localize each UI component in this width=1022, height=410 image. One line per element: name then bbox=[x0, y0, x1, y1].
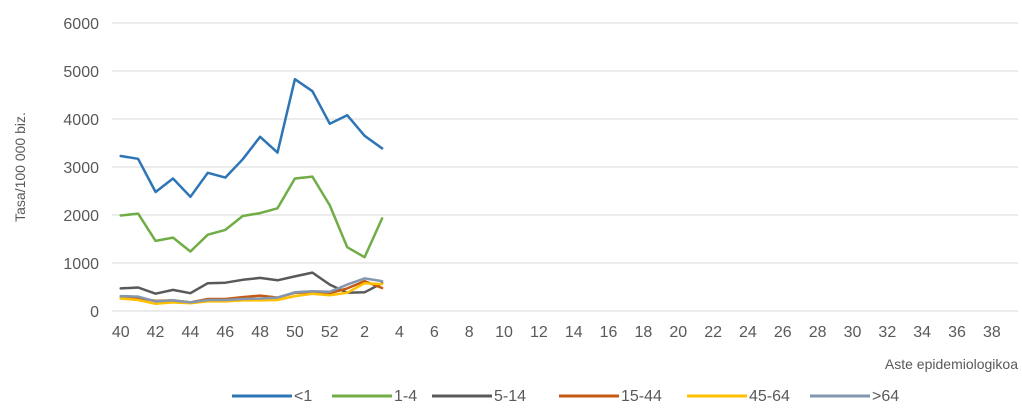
x-tick-label: 46 bbox=[216, 324, 234, 341]
x-tick-label: 16 bbox=[600, 324, 618, 341]
x-axis-ticks: 40 42 44 46 48 50 52 2 4 6 8 10 12 14 16 18 20 22 24 26 28 30… bbox=[112, 324, 1001, 341]
x-tick-label: 12 bbox=[530, 324, 548, 341]
y-tick-label: 6000 bbox=[63, 16, 99, 33]
y-tick-label: 5000 bbox=[63, 64, 99, 81]
series-line bbox=[119, 175, 384, 259]
x-tick-label: 38 bbox=[983, 324, 1001, 341]
legend-label: <1 bbox=[294, 388, 312, 405]
legend-item: 5-14 bbox=[432, 388, 526, 405]
x-axis-label: Aste epidemiologikoa bbox=[885, 356, 1018, 372]
x-tick-label: 42 bbox=[147, 324, 165, 341]
x-tick-label: 26 bbox=[774, 324, 792, 341]
legend-label: 5-14 bbox=[494, 388, 526, 405]
series-lines bbox=[119, 77, 384, 306]
y-axis-label: Tasa/100 000 biz. bbox=[12, 112, 28, 222]
legend-item: 45-64 bbox=[687, 388, 790, 405]
legend-item: 1-4 bbox=[332, 388, 417, 405]
legend-label: 15-44 bbox=[621, 388, 662, 405]
series-line bbox=[119, 77, 384, 199]
y-tick-label: 3000 bbox=[63, 160, 99, 177]
x-tick-label: 48 bbox=[251, 324, 269, 341]
x-tick-label: 52 bbox=[321, 324, 339, 341]
x-tick-label: 36 bbox=[948, 324, 966, 341]
x-tick-label: 22 bbox=[704, 324, 722, 341]
x-tick-label: 8 bbox=[465, 324, 474, 341]
legend-item: >64 bbox=[810, 388, 899, 405]
y-tick-label: 4000 bbox=[63, 112, 99, 129]
x-tick-label: 30 bbox=[844, 324, 862, 341]
y-tick-label: 1000 bbox=[63, 256, 99, 273]
x-tick-label: 18 bbox=[635, 324, 653, 341]
grid-lines bbox=[112, 22, 1018, 264]
x-tick-label: 34 bbox=[913, 324, 931, 341]
x-tick-label: 6 bbox=[430, 324, 439, 341]
legend: <1 1-4 5-14 15-44 45-64 >64 bbox=[232, 388, 899, 405]
x-tick-label: 50 bbox=[286, 324, 304, 341]
legend-label: 1-4 bbox=[394, 388, 417, 405]
y-tick-label: 0 bbox=[90, 304, 99, 321]
x-tick-label: 4 bbox=[395, 324, 404, 341]
legend-item: <1 bbox=[232, 388, 312, 405]
legend-item: 15-44 bbox=[559, 388, 662, 405]
x-tick-label: 28 bbox=[809, 324, 827, 341]
legend-label: >64 bbox=[872, 388, 899, 405]
x-tick-label: 20 bbox=[669, 324, 687, 341]
x-tick-label: 44 bbox=[182, 324, 200, 341]
x-tick-label: 24 bbox=[739, 324, 757, 341]
x-tick-label: 40 bbox=[112, 324, 130, 341]
x-tick-label: 10 bbox=[495, 324, 513, 341]
x-tick-label: 32 bbox=[878, 324, 896, 341]
series-line bbox=[119, 277, 384, 304]
y-tick-label: 2000 bbox=[63, 208, 99, 225]
y-axis-ticks: 0 1000 2000 3000 4000 5000 6000 bbox=[63, 16, 99, 321]
x-tick-label: 14 bbox=[565, 324, 583, 341]
x-tick-label: 2 bbox=[360, 324, 369, 341]
series-line bbox=[119, 281, 384, 306]
legend-label: 45-64 bbox=[749, 388, 790, 405]
